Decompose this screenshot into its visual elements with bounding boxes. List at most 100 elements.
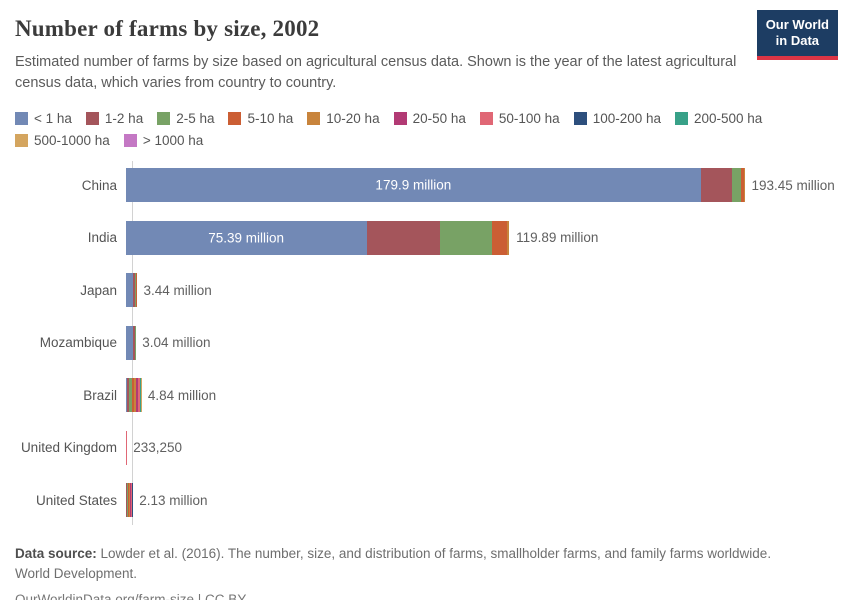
bar-row: Brazil 4.84 million [15, 369, 835, 422]
bar-total-label: 3.04 million [142, 335, 211, 351]
bar-segment [131, 483, 132, 518]
footer: Data source: Lowder et al. (2016). The n… [15, 544, 793, 585]
legend-swatch [675, 112, 688, 126]
bar-segment [126, 483, 128, 518]
country-label: United States [35, 492, 117, 508]
bar-track [125, 325, 136, 360]
legend-item: < 1 ha [15, 111, 72, 126]
legend-item-label: 1-2 ha [104, 111, 144, 127]
bar-segment [128, 483, 130, 518]
legend: < 1 ha 1-2 ha 2-5 ha 5-10 ha 10-20 ha 20-50 h… [15, 111, 835, 148]
bar-segment [138, 378, 140, 413]
country-label: Japan [80, 282, 117, 298]
bar-segment [125, 325, 134, 360]
stacked-bar-chart: China 179.9 million 193.45 million India 75.… [15, 159, 835, 527]
bar-row: China 179.9 million 193.45 million [15, 159, 835, 212]
bar-total-label: 2.13 million [139, 492, 208, 508]
bar-segment: 75.39 million [125, 220, 367, 255]
bar-segment [125, 273, 134, 308]
owid-logo-line2: in Data [775, 33, 820, 49]
owid-logo-line1: Our World [765, 17, 829, 32]
bar-segment [129, 378, 132, 413]
bar-segment [731, 168, 742, 203]
legend-item: 200-500 ha [675, 111, 762, 126]
bar-segment [741, 168, 744, 203]
country-label: India [87, 230, 117, 246]
legend-item: 500-1000 ha [15, 133, 110, 148]
bar-inside-label: 75.39 million [208, 230, 285, 246]
bar-segment [125, 378, 128, 413]
bar-inside-label: 179.9 million [375, 177, 452, 193]
bar-segment [133, 325, 135, 360]
legend-item-label: 5-10 ha [247, 111, 294, 127]
owid-logo: Our World in Data [756, 10, 838, 60]
bar-row: United States 2.13 million [15, 474, 835, 527]
legend-item-label: 10-20 ha [326, 111, 380, 127]
bar-track [125, 483, 133, 518]
bar-segment [127, 483, 129, 518]
legend-item: 10-20 ha [307, 111, 380, 127]
license-text: OurWorldinData.org/farm-size | CC BY [15, 592, 247, 600]
legend-item-label: 20-50 ha [412, 111, 466, 127]
bar-segment [127, 378, 130, 413]
bar-segment [135, 273, 137, 308]
bar-segment [126, 483, 127, 518]
bar-segment [125, 483, 127, 518]
bar-total-label: 4.84 million [147, 387, 217, 403]
bar-track [125, 273, 137, 308]
legend-item-label: 50-100 ha [498, 111, 560, 127]
bar-total-label: 3.44 million [143, 282, 212, 298]
bar-row: India 75.39 million 119.89 million [15, 212, 835, 265]
legend-swatch [15, 112, 28, 126]
legend-item-label: 2-5 ha [176, 111, 215, 127]
bar-total-label: 193.45 million [751, 177, 835, 193]
bar-track: 179.9 million [125, 168, 745, 203]
bar-track: 75.39 million [125, 220, 510, 255]
legend-swatch [307, 112, 321, 126]
legend-item-label: 500-1000 ha [34, 133, 110, 149]
legend-swatch [393, 112, 407, 126]
legend-item-label: > 1000 ha [142, 133, 204, 149]
legend-swatch [479, 112, 493, 126]
country-label: China [81, 177, 117, 193]
bar-segment [743, 168, 745, 203]
bar-total-label: 233,250 [133, 440, 183, 456]
legend-item-label: 200-500 ha [694, 111, 763, 127]
legend-swatch [157, 112, 171, 126]
data-source-label: Data source: [15, 545, 97, 561]
bar-segment [135, 378, 139, 413]
bar-segment [492, 220, 507, 255]
legend-item: 50-100 ha [479, 111, 560, 127]
bar-row: Mozambique 3.04 million [15, 317, 835, 370]
bar-segment [133, 378, 136, 413]
page-title: Number of farms by size, 2002 [15, 16, 320, 41]
bar-total-label: 119.89 million [516, 230, 599, 246]
legend-item: 2-5 ha [157, 111, 214, 126]
bar-segment [439, 220, 493, 255]
bar-segment [131, 378, 134, 413]
country-label: United Kingdom [20, 440, 117, 456]
bar-segment [133, 273, 136, 308]
bar-row: Japan 3.44 million [15, 264, 835, 317]
chart-rows: China 179.9 million 193.45 million India 75.… [15, 159, 835, 527]
bar-segment [701, 168, 732, 203]
legend-swatch [228, 112, 242, 126]
legend-swatch [123, 134, 137, 148]
legend-item: 20-50 ha [393, 111, 466, 127]
legend-item-label: < 1 ha [34, 111, 72, 127]
bar-track [125, 378, 141, 413]
bar-segment [506, 220, 510, 255]
legend-swatch [573, 112, 587, 126]
legend-swatch [15, 134, 28, 148]
legend-item: 100-200 ha [573, 111, 661, 127]
country-label: Mozambique [39, 335, 117, 351]
bar-track [125, 430, 127, 465]
bar-segment [139, 378, 141, 413]
bar-row: United Kingdom 233,250 [15, 422, 835, 475]
legend-item: 5-10 ha [228, 111, 293, 126]
bar-segment: 179.9 million [125, 168, 702, 203]
legend-item-label: 100-200 ha [592, 111, 661, 127]
data-source-text: Lowder et al. (2016). The number, size, … [15, 545, 772, 581]
legend-item: 1-2 ha [85, 111, 144, 127]
